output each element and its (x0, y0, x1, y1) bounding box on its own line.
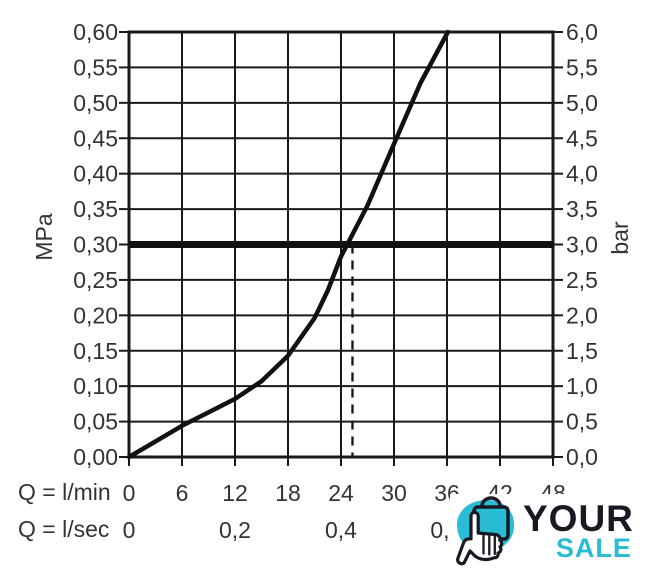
logo-text-your: YOUR (523, 498, 634, 539)
y-tick-label-mpa: 0,15 (73, 338, 118, 364)
flow-pressure-curve (126, 29, 451, 460)
x-axis-unit-label: Q = l/min (18, 479, 111, 505)
x-tick-label-lsec: 0 (123, 517, 136, 543)
click-shopping-bag-icon (456, 496, 515, 566)
x-tick-label-lsec: 0, (430, 517, 449, 543)
y-tick-label-mpa: 0,10 (73, 373, 118, 399)
x-tick-label-lmin: 18 (275, 480, 301, 506)
y-tick-label-mpa: 0,00 (73, 444, 118, 470)
y-tick-label-bar: 4,5 (566, 125, 598, 151)
your-sale-logo: YOUR SALE (450, 494, 656, 568)
x-tick-label-lmin: 12 (222, 480, 248, 506)
bag-handle (480, 496, 502, 508)
logo-text-block: YOUR SALE (523, 500, 634, 562)
x-tick-label-lsec: 0,2 (219, 517, 251, 543)
y-tick-label-mpa: 0,45 (73, 125, 118, 151)
y-tick-label-bar: 1,0 (566, 373, 598, 399)
x-tick-label-lmin: 6 (176, 480, 189, 506)
y-tick-label-bar: 3,0 (566, 232, 598, 258)
y-tick-label-bar: 3,5 (566, 196, 598, 222)
y-tick-label-mpa: 0,40 (73, 161, 118, 187)
y-tick-label-bar: 5,5 (566, 54, 598, 80)
y-tick-label-mpa: 0,30 (73, 232, 118, 258)
y-tick-label-bar: 4,0 (566, 161, 598, 187)
x-tick-label-lsec: 0,4 (325, 517, 357, 543)
y-tick-label-mpa: 0,05 (73, 409, 118, 435)
y-tick-label-mpa: 0,50 (73, 90, 118, 116)
y-tick-label-mpa: 0,60 (73, 19, 118, 45)
y-tick-label-bar: 0,0 (566, 444, 598, 470)
y-tick-label-mpa: 0,20 (73, 302, 118, 328)
chart-generated-content: 0,00 0,00,05 0,50,10 1,00,15 1,50,20 2,00,25 2… (73, 19, 598, 543)
logo-text-sale: SALE (555, 533, 632, 563)
x-tick-label-lmin: 24 (328, 480, 354, 506)
x-axis-secondary-unit-label: Q = l/sec (18, 516, 109, 542)
y-tick-label-bar: 1,5 (566, 338, 598, 364)
x-tick-label-lmin: 30 (381, 480, 407, 506)
y-tick-label-bar: 5,0 (566, 90, 598, 116)
y-right-unit-label: bar (607, 221, 633, 255)
y-tick-label-bar: 2,5 (566, 267, 598, 293)
y-tick-label-mpa: 0,35 (73, 196, 118, 222)
pointer-hand-icon (456, 510, 504, 566)
y-tick-label-bar: 2,0 (566, 302, 598, 328)
y-tick-label-bar: 6,0 (566, 19, 598, 45)
hand-finger-lines (482, 534, 496, 556)
y-tick-label-mpa: 0,25 (73, 267, 118, 293)
x-tick-label-lmin: 0 (123, 480, 136, 506)
y-tick-label-bar: 0,5 (566, 409, 598, 435)
y-left-unit-label: MPa (31, 213, 57, 261)
y-tick-label-mpa: 0,55 (73, 54, 118, 80)
